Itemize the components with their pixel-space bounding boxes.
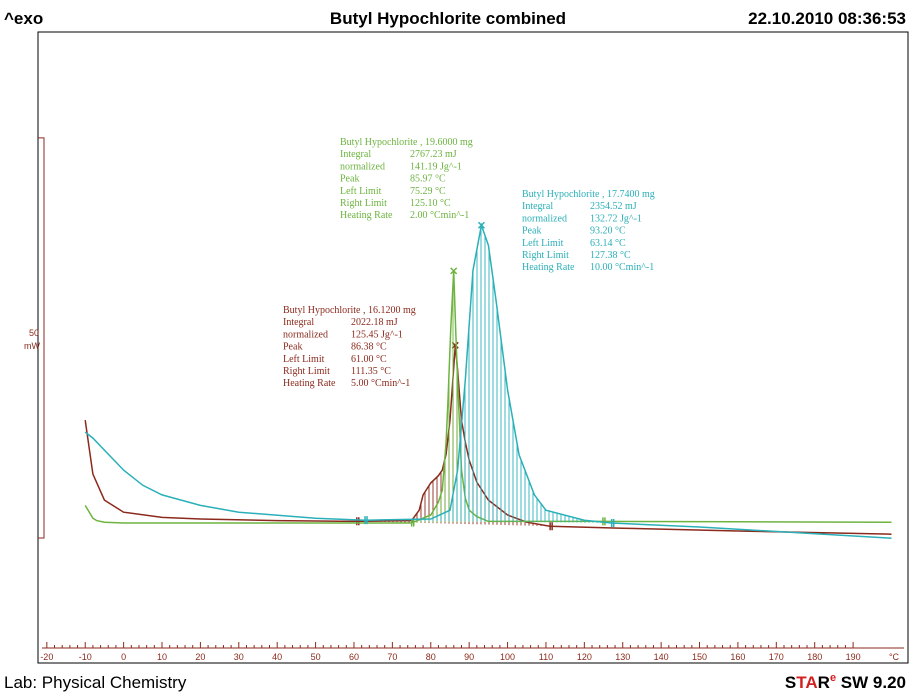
lab: Lab: Physical Chemistry [4, 673, 187, 692]
annotation-key: Integral [522, 201, 553, 212]
annotation-value: 10.00 °Cmin^-1 [590, 262, 654, 273]
annotation-value: 141.19 Jg^-1 [410, 161, 462, 172]
annotation-key: Peak [340, 174, 359, 185]
annotation-value: 2354.52 mJ [590, 201, 637, 212]
peak-marker [450, 267, 458, 275]
annotation-value: 2022.18 mJ [351, 317, 398, 328]
annotation-key: normalized [283, 329, 328, 340]
annotation-title: Butyl Hypochlorite , 19.6000 mg [340, 137, 473, 148]
annotation-key: Integral [283, 317, 314, 328]
annotation-key: Heating Rate [340, 210, 393, 221]
x-tick-label: 140 [654, 652, 669, 662]
version: SW 9.20 [836, 673, 906, 692]
x-tick-label: 90 [464, 652, 474, 662]
annotation-value: 127.38 °C [590, 250, 631, 261]
annotation-value: 93.20 °C [590, 226, 626, 237]
x-unit: °C [889, 652, 900, 662]
peak-marker [477, 221, 485, 229]
annotation-title: Butyl Hypochlorite , 17.7400 mg [522, 189, 655, 200]
integral-area [366, 225, 613, 524]
x-tick-label: -20 [40, 652, 53, 662]
annotation-key: Left Limit [522, 238, 564, 249]
annotation-key: Peak [522, 226, 541, 237]
x-tick-label: 110 [539, 652, 553, 662]
annotation-key: Peak [283, 342, 302, 353]
x-tick-label: 130 [615, 652, 630, 662]
x-tick-label: 70 [387, 652, 397, 662]
x-tick-label: 0 [121, 652, 126, 662]
annotation-value: 2.00 °Cmin^-1 [410, 210, 469, 221]
annotation-value: 61.00 °C [351, 354, 387, 365]
annotation-value: 63.14 °C [590, 238, 626, 249]
x-tick-label: 80 [426, 652, 436, 662]
x-tick-label: 180 [807, 652, 822, 662]
annotation-key: Integral [340, 149, 371, 160]
x-tick-label: 170 [769, 652, 784, 662]
annotation-key: normalized [340, 161, 385, 172]
annotation-value: 5.00 °Cmin^-1 [351, 378, 410, 389]
x-tick-label: 50 [311, 652, 321, 662]
x-tick-label: 20 [195, 652, 205, 662]
annotation-key: Right Limit [340, 198, 387, 209]
curve [84, 222, 892, 539]
scale-label: 50 [29, 328, 39, 338]
x-tick-label: 190 [846, 652, 861, 662]
edition: e [830, 672, 836, 684]
chart-title: Butyl Hypochlorite combined [330, 9, 566, 28]
exo-label: ^exo [4, 9, 43, 28]
brand: TA [796, 673, 817, 692]
annotation-value: 125.10 °C [410, 198, 451, 209]
annotation-value: 86.38 °C [351, 342, 387, 353]
brand: R [818, 673, 830, 692]
frame [37, 31, 909, 664]
annotation-key: normalized [522, 213, 567, 224]
x-tick-label: 100 [500, 652, 515, 662]
x-tick-label: 40 [272, 652, 282, 662]
annotation-value: 125.45 Jg^-1 [351, 329, 403, 340]
annotation-value: 2767.23 mJ [410, 149, 457, 160]
x-tick-label: 10 [157, 652, 167, 662]
annotation-title: Butyl Hypochlorite , 16.1200 mg [283, 305, 416, 316]
date: 22.10.2010 08:36:53 [748, 9, 906, 28]
annotation-key: Right Limit [522, 250, 569, 261]
annotation-key: Left Limit [283, 354, 325, 365]
brand: S [785, 673, 796, 692]
annotation-value: 132.72 Jg^-1 [590, 213, 642, 224]
x-tick-label: 120 [577, 652, 592, 662]
x-tick-label: -10 [79, 652, 92, 662]
x-tick-label: 160 [730, 652, 745, 662]
scale-unit: mW [24, 341, 40, 351]
annotation-key: Heating Rate [522, 262, 575, 273]
annotation-value: 75.29 °C [410, 186, 446, 197]
annotation-key: Heating Rate [283, 378, 336, 389]
annotation-key: Left Limit [340, 186, 382, 197]
annotation-value: 111.35 °C [351, 366, 391, 377]
x-tick-label: 150 [692, 652, 707, 662]
software: STARe SW 9.20 [785, 672, 906, 692]
scale-bar [38, 137, 45, 539]
annotation-key: Right Limit [283, 366, 330, 377]
x-tick-label: 30 [234, 652, 244, 662]
annotation-value: 85.97 °C [410, 174, 446, 185]
x-tick-label: 60 [349, 652, 359, 662]
